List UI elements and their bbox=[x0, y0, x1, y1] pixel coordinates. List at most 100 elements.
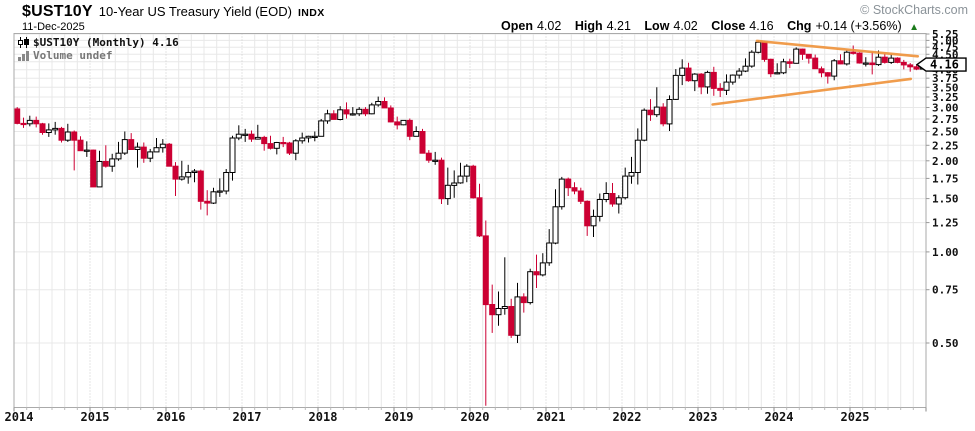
y-axis-label: 5.25 bbox=[932, 28, 959, 41]
candle bbox=[159, 139, 166, 153]
candle bbox=[533, 254, 540, 288]
high-value: 4.21 bbox=[606, 19, 631, 33]
ohlc-summary: Open 4.02 High 4.21 Low 4.02 Close 4.16 Chg +… bbox=[491, 19, 919, 33]
candle bbox=[622, 167, 629, 200]
x-axis-label: 2022 bbox=[613, 410, 642, 424]
candle bbox=[514, 282, 521, 343]
candle bbox=[115, 141, 122, 161]
y-axis-label: 3.75 bbox=[932, 72, 959, 85]
low-label: Low bbox=[644, 19, 670, 33]
candle bbox=[102, 145, 109, 168]
candle bbox=[653, 87, 660, 118]
candle bbox=[134, 142, 141, 168]
candle bbox=[71, 130, 78, 171]
high-label: High bbox=[574, 19, 603, 33]
x-axis-label: 2019 bbox=[385, 410, 414, 424]
candle bbox=[856, 52, 863, 64]
candle bbox=[786, 58, 793, 69]
candle bbox=[280, 136, 287, 148]
legend-volume-text: Volume undef bbox=[33, 49, 113, 62]
candle bbox=[691, 73, 698, 92]
candle bbox=[577, 187, 584, 204]
volume-icon bbox=[18, 50, 29, 61]
candle bbox=[394, 116, 401, 130]
close-value: 4.16 bbox=[749, 19, 774, 33]
candle bbox=[698, 73, 705, 95]
candle bbox=[223, 169, 230, 195]
candle bbox=[742, 58, 749, 73]
candle bbox=[109, 153, 116, 172]
y-axis-label: 2.75 bbox=[932, 113, 959, 126]
chg-label: Chg bbox=[787, 19, 812, 33]
candle bbox=[767, 58, 774, 78]
last-price-tag bbox=[915, 57, 967, 72]
candle bbox=[324, 109, 331, 124]
x-axis-label: 2017 bbox=[233, 410, 262, 424]
candle bbox=[805, 53, 812, 64]
candle bbox=[862, 57, 869, 67]
candle bbox=[444, 167, 451, 205]
candle bbox=[489, 284, 496, 333]
candle bbox=[508, 298, 515, 338]
candle bbox=[831, 59, 838, 81]
candle bbox=[210, 187, 217, 204]
candle bbox=[349, 107, 356, 116]
x-axis-label: 2018 bbox=[309, 410, 338, 424]
candle bbox=[666, 95, 673, 131]
last-price-value: 4.16 bbox=[930, 58, 959, 72]
candle bbox=[362, 107, 369, 117]
candlestick-icon bbox=[18, 37, 29, 48]
stockcharts-watermark-link[interactable]: © StockCharts.com bbox=[860, 3, 968, 17]
trendline bbox=[711, 77, 913, 106]
candle bbox=[470, 164, 477, 199]
candle bbox=[729, 74, 736, 85]
candle bbox=[235, 125, 242, 141]
candle bbox=[900, 59, 907, 70]
candle bbox=[343, 102, 350, 119]
candle bbox=[14, 107, 21, 125]
candle bbox=[96, 150, 103, 188]
candle bbox=[660, 103, 667, 127]
candle bbox=[305, 135, 312, 143]
candle bbox=[178, 160, 185, 181]
candle bbox=[907, 63, 914, 72]
candle bbox=[229, 135, 236, 181]
candle bbox=[204, 190, 211, 216]
candle bbox=[375, 96, 382, 107]
candle bbox=[77, 136, 84, 152]
candle bbox=[672, 69, 679, 100]
y-axis-label: 1.25 bbox=[932, 217, 959, 230]
x-axis-label: 2023 bbox=[689, 410, 718, 424]
candle bbox=[381, 97, 388, 109]
y-axis-label: 3.00 bbox=[932, 102, 959, 115]
x-axis-label: 2020 bbox=[461, 410, 490, 424]
candle bbox=[824, 72, 831, 84]
y-axis-label: 3.50 bbox=[932, 81, 959, 94]
candle bbox=[457, 162, 464, 184]
candle bbox=[590, 209, 597, 237]
candle bbox=[641, 108, 648, 142]
candle bbox=[546, 229, 553, 266]
candle bbox=[710, 66, 717, 96]
candle bbox=[267, 135, 274, 150]
candle bbox=[647, 99, 654, 121]
x-axis-label: 2021 bbox=[537, 410, 566, 424]
x-axis-label: 2024 bbox=[765, 410, 794, 424]
low-value: 4.02 bbox=[673, 19, 698, 33]
chart-title: 10-Year US Treasury Yield (EOD) bbox=[98, 4, 292, 19]
chg-value: +0.14 (+3.56%) bbox=[815, 19, 902, 33]
candle bbox=[83, 141, 90, 157]
chart-legend-volume: Volume undef bbox=[18, 49, 112, 62]
symbol: $UST10Y bbox=[22, 3, 93, 20]
y-axis-label: 3.25 bbox=[932, 91, 959, 104]
candle bbox=[843, 50, 850, 66]
candle bbox=[140, 142, 147, 163]
candle bbox=[501, 257, 508, 315]
candle bbox=[723, 74, 730, 95]
chart-legend-primary: $UST10Y (Monthly) 4.16 bbox=[18, 36, 179, 49]
candle bbox=[387, 105, 394, 123]
y-axis-label: 2.00 bbox=[932, 155, 959, 168]
candle bbox=[869, 51, 876, 75]
x-axis-label: 2025 bbox=[841, 410, 870, 424]
exchange-label: INDX bbox=[297, 7, 325, 19]
